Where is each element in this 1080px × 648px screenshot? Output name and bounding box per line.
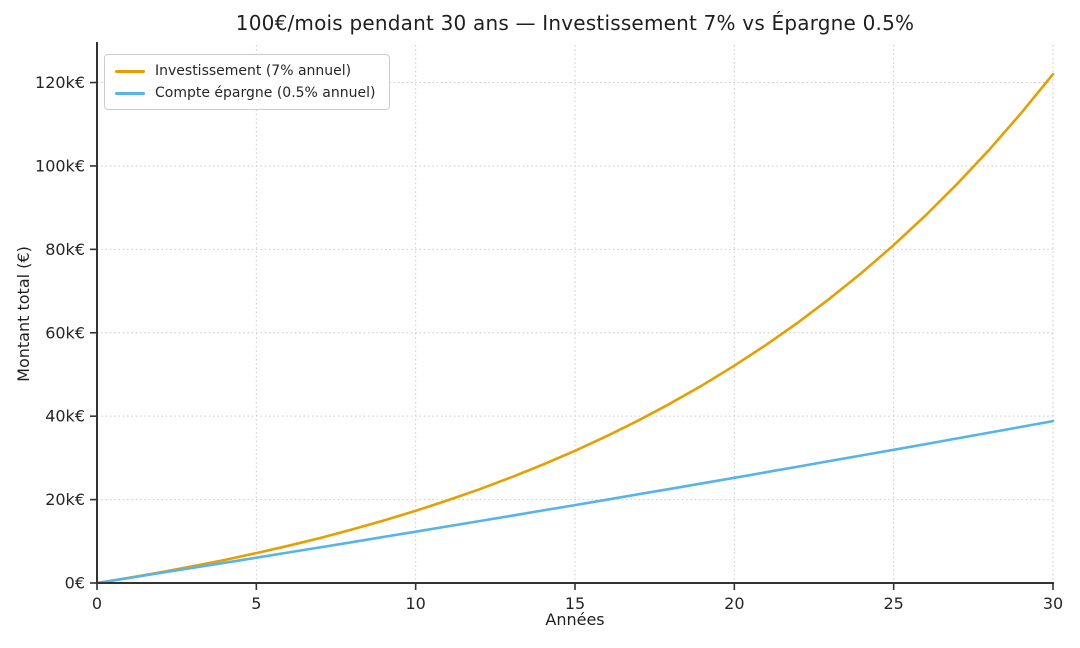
legend-line-epargne-swatch [115,91,145,95]
legend-line-investissement-swatch [115,69,145,73]
x-tick-label: 5 [251,594,261,613]
legend-item-epargne: Compte épargne (0.5% annuel) [115,85,375,101]
x-tick-label: 25 [883,594,903,613]
y-tick-label: 60k€ [45,323,85,342]
x-tick-label: 0 [92,594,102,613]
legend: Investissement (7% annuel) Compte épargn… [104,54,391,110]
legend-label-epargne: Compte épargne (0.5% annuel) [155,85,376,101]
legend-item-investissement: Investissement (7% annuel) [115,63,375,79]
x-tick-label: 15 [565,594,585,613]
chart-title: 100€/mois pendant 30 ans — Investissemen… [235,11,915,35]
y-tick-label: 100k€ [35,156,85,175]
y-tick-label: 0€ [65,574,85,593]
x-axis-label: Années [545,610,605,629]
y-tick-label: 120k€ [35,73,85,92]
x-tick-label: 10 [405,594,425,613]
x-tick-label: 20 [724,594,744,613]
series-line-investissement [95,72,1055,585]
y-tick-label: 40k€ [45,407,85,426]
y-tick-label: 20k€ [45,490,85,509]
y-axis-label: Montant total (€) [14,246,33,382]
x-tick-label: 30 [1043,594,1063,613]
series-line-epargne [95,419,1055,585]
y-tick-label: 80k€ [45,240,85,259]
legend-label-investissement: Investissement (7% annuel) [155,63,352,79]
